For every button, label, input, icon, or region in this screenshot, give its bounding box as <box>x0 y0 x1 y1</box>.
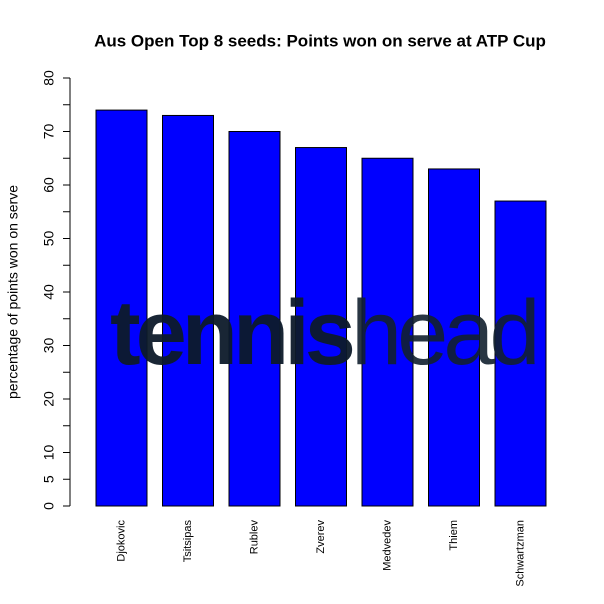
watermark-part: head <box>351 282 536 384</box>
bar <box>428 168 480 507</box>
x-tick-label: Tsitsipas <box>182 520 194 563</box>
x-tick-label: Rublev <box>248 520 260 555</box>
y-tick-label: 80 <box>41 70 57 86</box>
bar <box>361 157 414 507</box>
bar <box>162 114 214 507</box>
x-tick-label: Medvedev <box>381 520 393 571</box>
x-tick-label: Schwartzman <box>514 520 526 587</box>
bar <box>95 109 148 507</box>
y-tick-label: 0 <box>41 502 57 510</box>
y-tick-label: 40 <box>41 284 57 300</box>
x-tick-label: Zverev <box>315 520 327 554</box>
watermark-part: tennis <box>110 282 353 384</box>
chart-title: Aus Open Top 8 seeds: Points won on serv… <box>94 31 546 50</box>
x-tick-label: Thiem <box>448 520 460 551</box>
bar <box>228 131 281 507</box>
y-tick-label: 60 <box>41 177 57 193</box>
y-tick-label: 10 <box>41 445 57 461</box>
x-tick-label: Djokovic <box>115 520 127 562</box>
y-tick-label: 20 <box>41 391 57 407</box>
y-tick-label: 70 <box>41 124 57 140</box>
bar <box>494 200 547 507</box>
y-tick-label: 50 <box>41 231 57 247</box>
y-axis-label: percentage of points won on serve <box>5 185 21 399</box>
watermark: tennishead <box>110 282 536 384</box>
bar <box>295 147 347 507</box>
y-tick-label: 30 <box>41 338 57 354</box>
y-tick-label: 5 <box>41 475 57 483</box>
